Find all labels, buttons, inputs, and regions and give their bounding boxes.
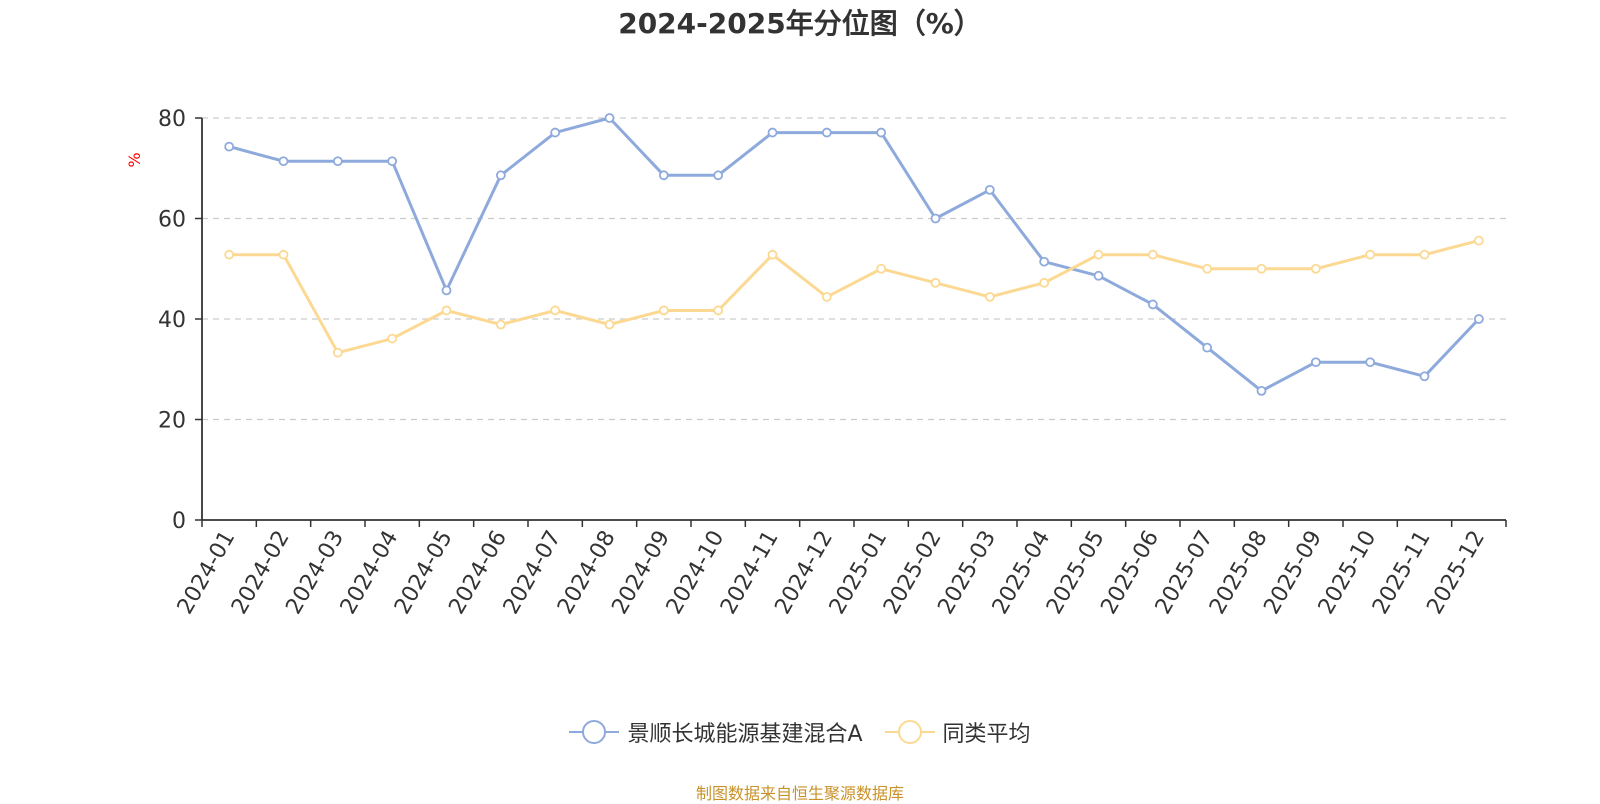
y-tick-label: 20 bbox=[158, 409, 186, 434]
data-point-series-1 bbox=[1147, 299, 1158, 310]
series-lines bbox=[228, 116, 1480, 393]
data-point-series-1 bbox=[224, 141, 235, 152]
chart-legend: 景顺长城能源基建混合A 同类平均 bbox=[0, 716, 1600, 748]
data-point-series-1 bbox=[441, 285, 452, 296]
data-point-series-1 bbox=[1256, 385, 1267, 396]
data-point-series-1 bbox=[713, 170, 724, 181]
source-note: 制图数据来自恒生聚源数据库 bbox=[695, 784, 904, 803]
data-point-series-1 bbox=[332, 156, 343, 167]
data-point-series-2 bbox=[550, 305, 561, 316]
data-points bbox=[224, 113, 1484, 396]
data-point-series-2 bbox=[1093, 249, 1104, 260]
legend-label: 同类平均 bbox=[942, 722, 1031, 747]
data-point-series-2 bbox=[1310, 263, 1321, 274]
legend-item-2[interactable]: 同类平均 bbox=[884, 716, 1031, 748]
legend-marker bbox=[569, 720, 620, 744]
legend-item-1[interactable]: 景顺长城能源基建混合A bbox=[569, 716, 863, 748]
data-point-series-1 bbox=[550, 127, 561, 138]
series-line-1 bbox=[228, 116, 1480, 393]
data-point-series-2 bbox=[1202, 263, 1213, 274]
data-point-series-2 bbox=[984, 291, 995, 302]
data-point-series-1 bbox=[1093, 270, 1104, 281]
legend-label: 景顺长城能源基建混合A bbox=[627, 722, 863, 747]
data-point-series-1 bbox=[1419, 371, 1430, 382]
y-tick-label: 60 bbox=[158, 208, 186, 233]
data-point-series-2 bbox=[658, 305, 669, 316]
data-point-series-2 bbox=[821, 291, 832, 302]
data-point-series-2 bbox=[1473, 235, 1484, 246]
data-point-series-1 bbox=[495, 170, 506, 181]
data-point-series-2 bbox=[278, 249, 289, 260]
series-line-2 bbox=[229, 239, 1480, 355]
data-point-series-1 bbox=[930, 213, 941, 224]
y-tick-label: 80 bbox=[158, 107, 186, 132]
data-point-series-2 bbox=[1419, 249, 1430, 260]
data-point-series-2 bbox=[1147, 249, 1158, 260]
data-point-series-1 bbox=[1039, 256, 1050, 267]
data-point-series-1 bbox=[278, 156, 289, 167]
tick-labels: 0204060802024-012024-022024-032024-04202… bbox=[158, 107, 1490, 619]
data-point-series-1 bbox=[767, 127, 778, 138]
y-tick-label: 0 bbox=[172, 509, 186, 534]
data-point-series-2 bbox=[1365, 249, 1376, 260]
data-point-series-2 bbox=[224, 249, 235, 260]
legend-marker bbox=[884, 720, 935, 744]
data-point-series-2 bbox=[387, 333, 398, 344]
data-point-series-2 bbox=[713, 305, 724, 316]
data-point-series-2 bbox=[876, 263, 887, 274]
data-point-series-1 bbox=[821, 127, 832, 138]
chart-title: 2024-2025年分位图（%） bbox=[618, 7, 982, 40]
grid-lines bbox=[202, 117, 1506, 421]
y-tick-label: 40 bbox=[158, 308, 186, 333]
data-point-series-2 bbox=[1039, 277, 1050, 288]
data-point-series-1 bbox=[604, 113, 615, 123]
data-point-series-1 bbox=[1365, 357, 1376, 368]
data-point-series-1 bbox=[1310, 357, 1321, 368]
data-point-series-1 bbox=[387, 156, 398, 167]
axes bbox=[195, 117, 1507, 527]
data-point-series-2 bbox=[604, 319, 615, 330]
data-point-series-1 bbox=[658, 170, 669, 181]
data-point-series-2 bbox=[1256, 263, 1267, 274]
data-point-series-2 bbox=[495, 319, 506, 330]
data-point-series-2 bbox=[332, 347, 343, 358]
data-point-series-1 bbox=[876, 127, 887, 138]
data-point-series-2 bbox=[441, 305, 452, 316]
data-point-series-1 bbox=[984, 184, 995, 195]
data-point-series-1 bbox=[1202, 342, 1213, 353]
data-point-series-2 bbox=[930, 277, 941, 288]
data-point-series-1 bbox=[1473, 314, 1484, 324]
y-axis-label: % bbox=[125, 152, 144, 167]
data-point-series-2 bbox=[767, 249, 778, 260]
